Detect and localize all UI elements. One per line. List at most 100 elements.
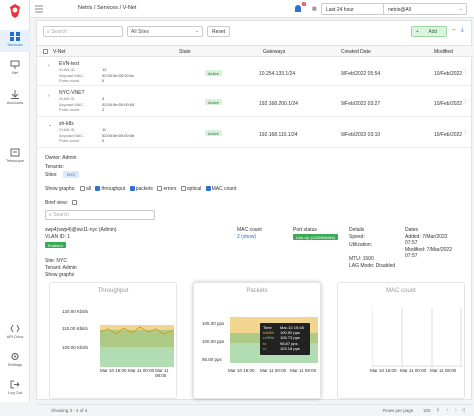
graph-checkbox-optical[interactable]: [180, 186, 186, 192]
y-tick-label: 110.00 Kbit/s: [62, 326, 88, 331]
site-select[interactable]: All Sites ⌄: [127, 26, 203, 37]
graph-checkbox-packets[interactable]: [129, 186, 135, 192]
rows-per-page-select[interactable]: 100: [423, 408, 431, 413]
rows-per-page-label: Rows per page: [383, 408, 414, 413]
mac-count-link[interactable]: 2 (show): [237, 234, 257, 240]
port-vlan: VLAN ID: 1: [45, 234, 71, 240]
table-header: V-Net State Gateways Created Date Modifi…: [37, 45, 473, 57]
chevron-right-icon[interactable]: ›: [48, 63, 50, 69]
next-page-icon[interactable]: ›: [455, 407, 457, 412]
details-title: Details: [349, 227, 365, 233]
modified-date: Modified: 7/Mar/2022: [405, 247, 452, 253]
reset-button[interactable]: Reset: [207, 26, 231, 37]
graph-checkbox-errors[interactable]: [157, 186, 163, 192]
sidebar-item-api-docs[interactable]: API Docs: [0, 322, 30, 344]
more-icon[interactable]: ⋮: [463, 99, 468, 105]
telescope-icon: [10, 148, 20, 157]
graph-checkbox-throughput[interactable]: [95, 186, 101, 192]
sidebar-item-settings[interactable]: Settings: [0, 350, 30, 372]
last-page-icon[interactable]: ›|: [462, 407, 465, 412]
lag-text: LAG Mode: Disabled: [349, 263, 396, 269]
graph-opt-label: errors: [163, 186, 177, 192]
y-tick-label: 100.00 Kbit/s: [62, 345, 89, 350]
graph-checkbox-all[interactable]: [79, 186, 85, 192]
added-date: Added: 7/Mar/2022: [405, 234, 448, 240]
gateway: 192.168.200.1/24: [259, 101, 298, 107]
port-name: swp4(swp4)@sw11-nyc (Admin): [45, 227, 117, 233]
user-select[interactable]: netris@All ⌄: [383, 3, 467, 15]
checkbox-all[interactable]: [43, 49, 48, 54]
add-button[interactable]: + Add: [411, 26, 447, 37]
site-value: All Sites: [131, 29, 150, 35]
brief-view-checkbox[interactable]: [72, 200, 78, 206]
sidebar: Services Net Accounts Telescope API Docs…: [0, 0, 30, 402]
menu-icon[interactable]: [34, 4, 44, 14]
show-graphs-link[interactable]: Show graphs: [45, 272, 75, 278]
port-card: swp4(swp4)@sw11-nyc (Admin) VLAN ID: 1 E…: [45, 225, 471, 281]
y-tick-label: 100.00 pps: [202, 339, 225, 344]
created-date: 9/Feb/2022 03:27: [341, 101, 381, 107]
showing-text: Showing 3 - 4 of 4: [51, 408, 88, 413]
netris-logo-icon: [10, 4, 20, 18]
brief-view-row: Brief view:: [45, 200, 78, 206]
more-icon[interactable]: ⋮: [463, 69, 468, 75]
x-tick-label: Mar 11 00:00: [128, 368, 155, 373]
search-input[interactable]: ⌕ Search: [43, 26, 123, 37]
x-tick-label: Mar 11 08:00: [430, 368, 457, 373]
columns-icon[interactable]: ⇔: [451, 27, 457, 33]
download-icon[interactable]: ⤓: [461, 27, 464, 33]
col-gateways[interactable]: Gateways: [263, 49, 286, 55]
tx-line: [100, 326, 174, 335]
vnet-meta-values: 12 02:00:5e:00:00:0c 0: [102, 67, 135, 83]
tooltip-label: tx95th: [263, 330, 274, 336]
mac-count-plot: [372, 307, 462, 367]
status-badge: Active: [205, 99, 222, 105]
brief-view-label: Brief view:: [45, 200, 69, 206]
notification-count: 4: [302, 2, 306, 6]
tooltip-label: rx: [263, 345, 267, 351]
sidebar-item-accounts[interactable]: Accounts: [0, 88, 30, 110]
created-date: 9/Feb/2022 05:54: [341, 71, 381, 77]
show-graphs-label: Show graphs:: [45, 186, 76, 192]
notifications-button[interactable]: 4: [292, 2, 306, 15]
mac-count-chart: MAC count Mar 10 16:00 Mar 11 00:00 Mar …: [337, 282, 465, 399]
prev-page-icon[interactable]: ‹: [447, 407, 449, 412]
table-row[interactable]: › EVN-test VLAN ID Anycast MAC Ports count…: [37, 58, 473, 86]
sidebar-item-label: Services: [7, 42, 23, 47]
graph-opt-label: throughput: [101, 186, 126, 192]
throughput-chart: Throughput 120.00 Kbit/s 110.00 Kbit/s 1…: [49, 282, 177, 399]
first-page-icon[interactable]: |‹: [437, 407, 440, 412]
chevron-right-icon[interactable]: ›: [48, 93, 50, 99]
port-status-title: Port status: [293, 227, 317, 233]
col-vnet[interactable]: V-Net: [53, 49, 66, 55]
chevron-down-icon: ⌄: [458, 6, 463, 12]
sidebar-item-logout[interactable]: Log Out: [0, 378, 30, 400]
time-range-value: Last 24 hour: [326, 7, 354, 13]
port-search-input[interactable]: ⌕ Search: [45, 210, 155, 220]
col-state[interactable]: State: [179, 49, 191, 55]
port-tenant: Tenant: Admin: [45, 265, 77, 271]
x-tick-label: Mar 11 08:00: [290, 368, 317, 373]
col-created[interactable]: Created Date: [341, 49, 371, 55]
sidebar-item-net[interactable]: Net: [0, 58, 30, 80]
sidebar-item-label: API Docs: [6, 334, 24, 339]
more-icon[interactable]: ⋮: [463, 130, 468, 136]
calendar-icon: ▦: [312, 6, 317, 12]
chart-tooltip: Time Mar-10 15:48 tx95th 100.92 pps rx95…: [260, 323, 310, 355]
col-modified[interactable]: Modified: [434, 49, 453, 55]
breadcrumb: Netris / Services / V-Net: [78, 5, 137, 11]
modified-date: 10/Feb/2022: [434, 71, 463, 77]
table-row[interactable]: › NYC-VNET VLAN ID Anycast MAC Ports count…: [37, 87, 473, 117]
owner-text: Owner: Admin: [45, 155, 77, 161]
throughput-plot: [100, 325, 174, 367]
code-icon: [10, 324, 20, 333]
x-tick-label: Mar 10 16:00: [228, 368, 255, 373]
graph-checkbox-mac[interactable]: [205, 186, 211, 192]
dates-title: Dates: [405, 227, 419, 233]
chevron-down-icon[interactable]: ⌄: [48, 122, 53, 128]
sidebar-item-telescope[interactable]: Telescope: [0, 146, 30, 168]
vnet-name: EVN-test: [59, 61, 80, 67]
sidebar-item-services[interactable]: Services: [0, 30, 30, 52]
packets-chart: Packets 105.00 pps 100.00 pps 95.00 pps …: [193, 282, 321, 399]
table-row[interactable]: ⌄ sh-k8s VLAN ID Anycast MAC Ports count 1…: [37, 118, 473, 148]
